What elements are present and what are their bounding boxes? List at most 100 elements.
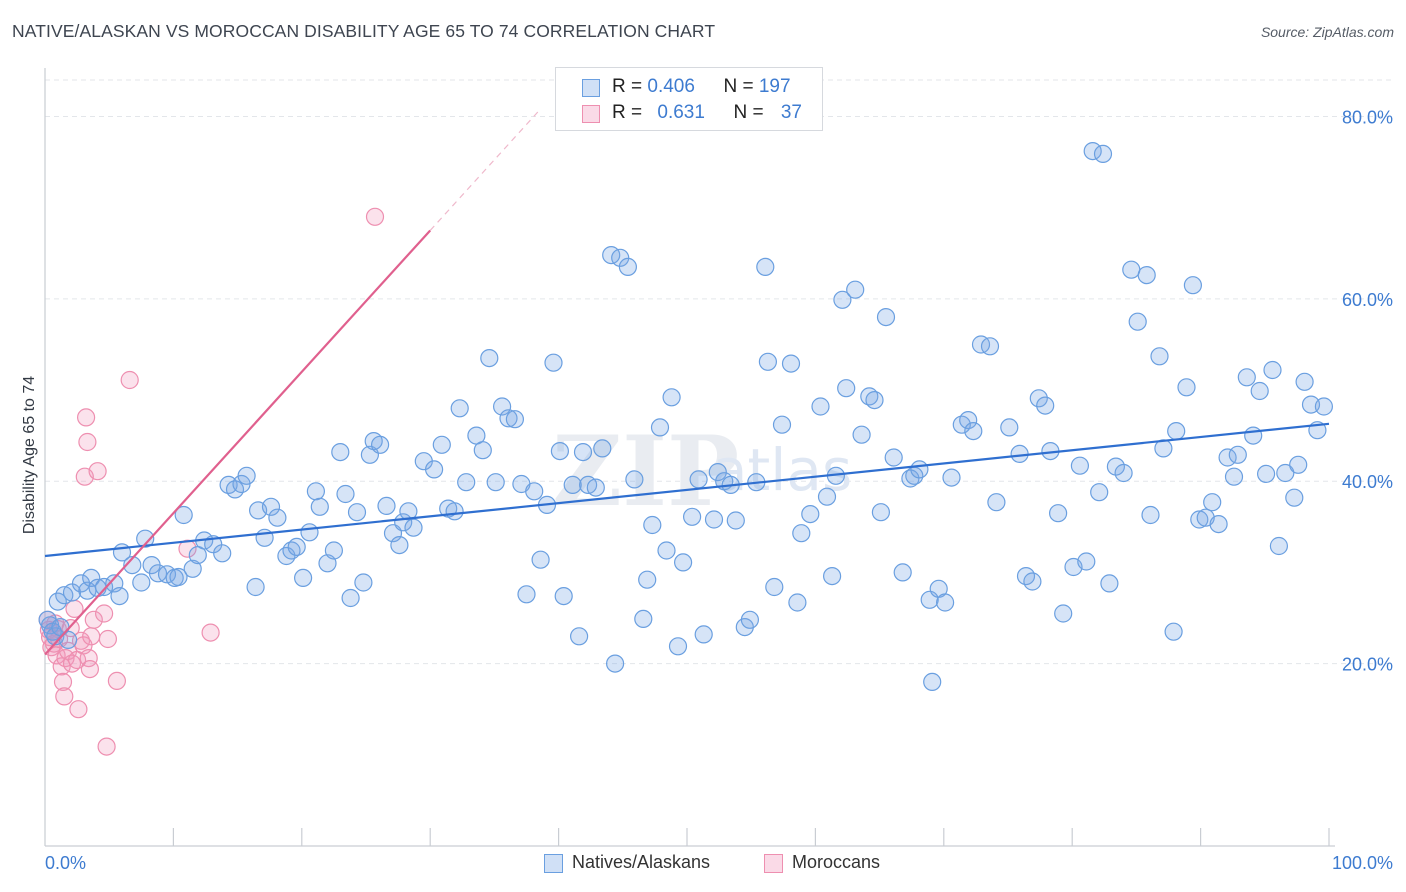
native-point [726,511,745,530]
native-point [668,637,688,656]
native-point [1077,552,1096,571]
native-point [1150,347,1169,366]
native-point [573,443,593,462]
native-point [1237,368,1256,387]
native-point [923,672,942,692]
native-point [1190,510,1209,529]
native-point [1295,372,1314,391]
moroccans-trend-extension [429,109,540,231]
native-point [58,630,78,650]
native-point [499,409,518,428]
native-point [959,411,978,430]
native-point [673,553,693,572]
native-point [817,487,837,506]
native-point [432,435,451,454]
native-point [1209,514,1228,534]
native-point [569,627,589,646]
axis-layer [44,68,1335,847]
native-point [531,550,550,569]
native-point [1224,467,1244,486]
moroccan-point [201,623,220,642]
moroccan-point [78,432,97,452]
native-point [1128,312,1147,331]
native-point [618,257,638,276]
legend-r-label: R = [612,76,648,97]
native-point [756,257,775,276]
natives-trend-line [44,422,1330,558]
native-point [682,507,702,526]
moroccan-point [69,700,88,719]
native-point [772,415,792,434]
native-point [625,470,644,489]
native-point [792,524,811,543]
native-point [935,593,955,612]
legend-n-label: N = [733,102,769,123]
native-point [505,410,525,429]
native-point [544,353,563,372]
native-point [71,574,91,593]
native-point [1137,266,1156,285]
native-point [605,654,625,673]
native-point [1183,276,1203,295]
native-point [643,515,662,535]
legend-r-value: 0.631 [657,102,705,123]
zip-watermark: ZIP [552,415,739,528]
native-point [1250,381,1269,401]
native-point [650,418,670,437]
legend-swatch-blue [582,79,600,97]
moroccan-point [97,737,116,756]
native-point [822,566,842,586]
x-tick-label: 100.0% [1332,853,1393,873]
moroccan-point [365,207,385,226]
native-point [550,442,570,461]
native-point [48,592,67,611]
native-point [1141,505,1160,525]
y-tick-label: 80.0% [1342,107,1393,127]
native-point [331,443,350,462]
native-point [1164,622,1183,641]
native-point [473,441,492,460]
native-point [638,570,657,589]
native-point [811,397,830,416]
native-point [893,563,912,582]
native-point [324,541,343,560]
native-point [910,460,929,479]
native-point [404,518,423,537]
native-point [450,399,469,418]
tick-labels: 20.0% 40.0% 60.0% 80.0% 0.0% 100.0% [45,107,1393,873]
native-point [694,625,713,644]
moroccan-point [55,687,74,706]
native-point [136,529,155,548]
native-point [1000,418,1019,437]
native-point [237,466,256,485]
native-point [708,463,727,482]
native-point [94,577,114,597]
native-point [781,354,801,373]
native-point [740,610,760,629]
moroccan-point [178,539,197,558]
moroccan-point [84,610,103,629]
native-point [445,502,464,521]
native-point [457,473,476,492]
native-point [563,475,582,494]
native-point [1314,397,1334,416]
native-point [336,484,355,504]
legend-swatch-pink [582,105,600,123]
native-point [183,559,202,578]
native-point [169,567,188,587]
native-point [689,470,708,489]
y-axis-label: Disability Age 65 to 74 [21,376,38,534]
chart-title: NATIVE/ALASKAN VS MOROCCAN DISABILITY AG… [12,21,716,41]
native-point [132,573,151,592]
native-point [261,497,281,516]
native-point [517,585,536,604]
trend-lines [44,109,1330,656]
native-point [123,555,142,575]
native-point [306,482,325,501]
native-point [371,435,390,454]
native-point [294,568,313,588]
native-point [1010,444,1029,463]
legend-r-value: 0.406 [647,76,695,97]
native-point [1054,604,1073,623]
